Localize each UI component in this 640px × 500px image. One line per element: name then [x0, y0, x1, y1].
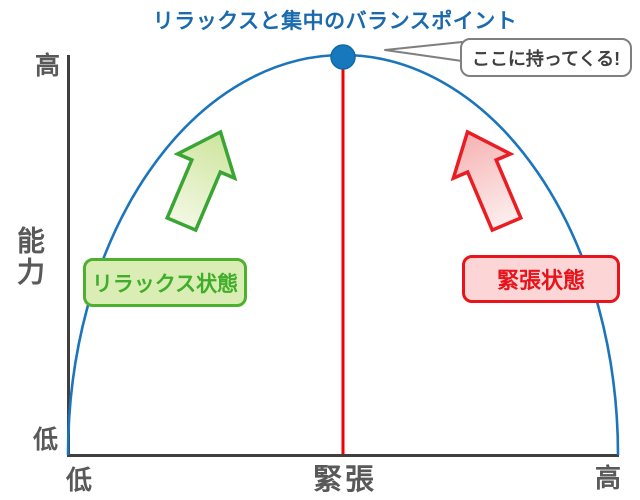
callout-text: ここに持ってくる! [471, 48, 621, 69]
x-axis-tick-low: 低 [66, 465, 93, 495]
balance-point-marker [330, 44, 356, 70]
y-axis-title: 能力 [14, 226, 45, 288]
chart-title: リラックスと集中のバランスポイント [152, 10, 518, 33]
balance-point-callout: ここに持ってくる! [460, 38, 632, 77]
relax-up-arrow [164, 129, 238, 233]
relax-state-label: リラックス状態 [83, 258, 247, 307]
callout-tail [384, 41, 463, 62]
x-axis-tick-high: 高 [595, 463, 622, 493]
y-axis-tick-high: 高 [35, 52, 61, 80]
relax-state-text: リラックス状態 [91, 272, 239, 296]
tension-state-label: 緊張状態 [462, 255, 620, 303]
tension-up-arrow [450, 129, 524, 233]
x-axis-title: 緊張 [312, 464, 377, 496]
y-axis-tick-low: 低 [33, 426, 59, 454]
tension-state-text: 緊張状態 [496, 268, 585, 293]
